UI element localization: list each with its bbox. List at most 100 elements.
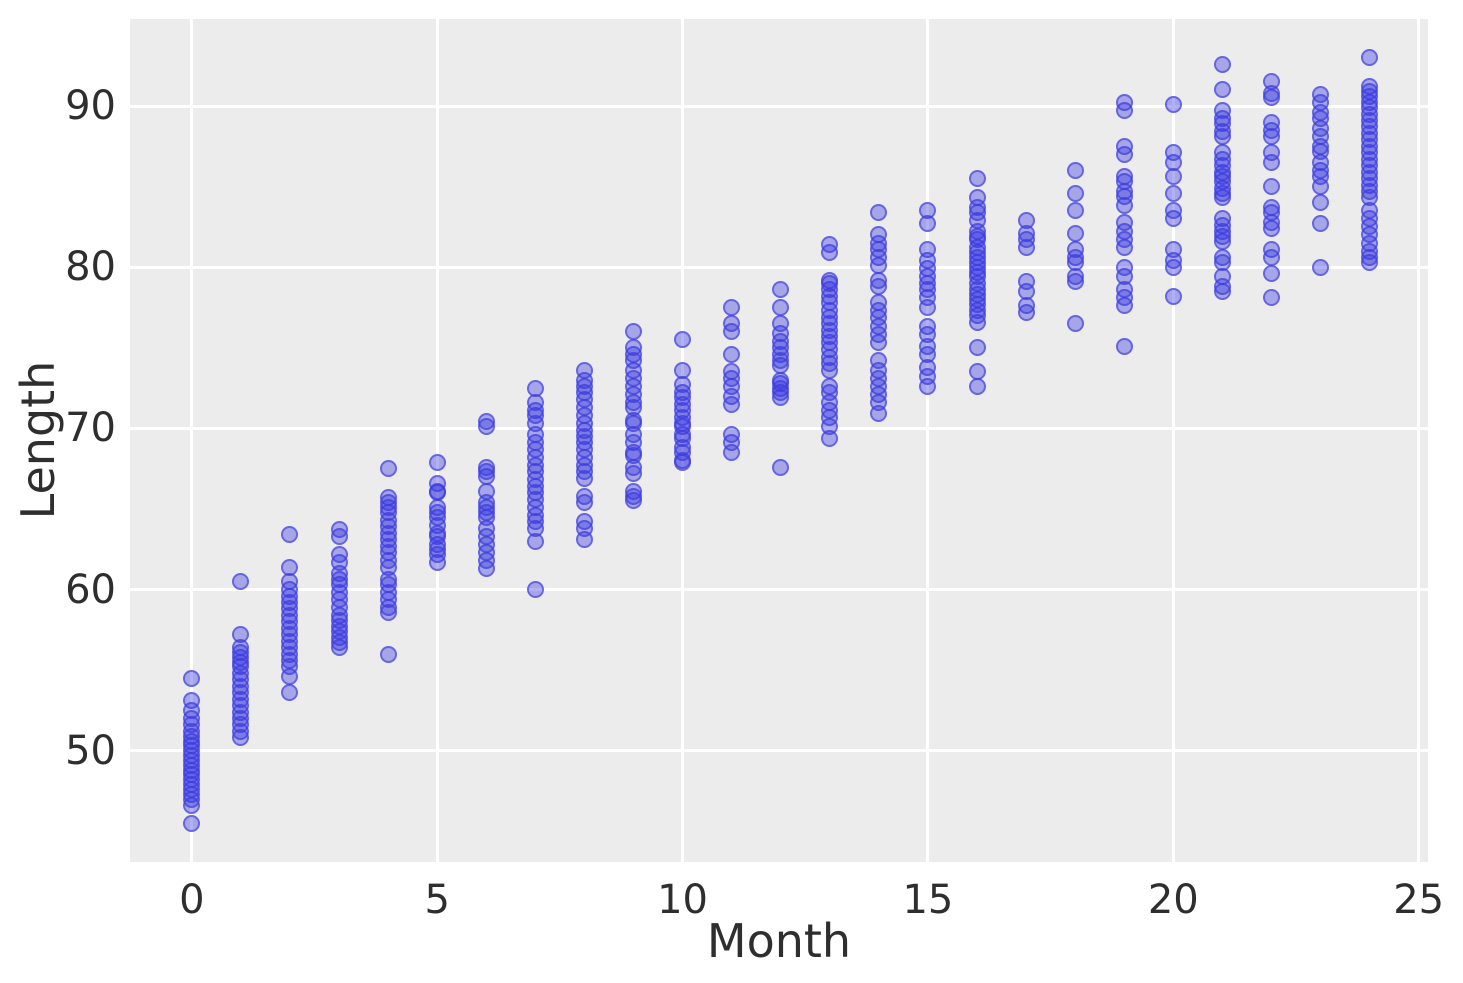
data-point: [1213, 55, 1231, 73]
data-point: [183, 814, 201, 832]
data-point: [624, 323, 642, 341]
data-point: [1262, 289, 1280, 307]
data-point: [772, 299, 790, 317]
data-point: [330, 521, 348, 539]
data-point: [870, 294, 888, 312]
x-gridline: [190, 19, 194, 862]
data-point: [1164, 95, 1182, 113]
data-point: [1213, 81, 1231, 99]
data-point: [772, 458, 790, 476]
x-gridline: [435, 19, 439, 862]
data-point: [575, 361, 593, 379]
y-gridline: [130, 749, 1428, 753]
data-point: [968, 363, 986, 381]
data-point: [1164, 287, 1182, 305]
y-tick-label: 70: [65, 405, 116, 452]
data-point: [1066, 224, 1084, 242]
data-point: [281, 684, 299, 702]
data-point: [232, 626, 250, 644]
data-point: [723, 299, 741, 317]
data-point: [1262, 73, 1280, 91]
data-point: [1262, 144, 1280, 162]
data-point: [870, 226, 888, 244]
data-point: [821, 378, 839, 395]
data-point: [281, 526, 299, 544]
x-tick-label: 5: [424, 877, 450, 923]
data-point: [723, 315, 741, 333]
data-point: [723, 345, 741, 363]
x-tick-label: 15: [902, 877, 954, 923]
data-point: [772, 371, 790, 389]
data-point: [330, 545, 348, 563]
data-point: [232, 573, 250, 591]
data-point: [1164, 168, 1182, 186]
data-point: [1115, 258, 1133, 276]
data-point: [723, 363, 741, 381]
y-tick-label: 50: [65, 727, 116, 774]
data-point: [1213, 144, 1231, 162]
data-point: [821, 236, 839, 254]
data-point: [1066, 184, 1084, 202]
data-point: [1164, 144, 1182, 162]
data-point: [379, 460, 397, 478]
data-point: [477, 413, 495, 431]
data-point: [919, 240, 937, 258]
data-point: [1213, 102, 1231, 120]
y-gridline: [130, 265, 1428, 269]
plot-area: [130, 19, 1428, 862]
data-point: [723, 426, 741, 444]
data-point: [968, 378, 986, 395]
data-point: [183, 669, 201, 687]
data-point: [1262, 199, 1280, 217]
y-axis-label: Length: [11, 360, 65, 520]
data-point: [1017, 273, 1035, 291]
data-point: [575, 513, 593, 531]
y-gridline: [130, 588, 1428, 592]
data-point: [1312, 258, 1330, 276]
y-gridline: [130, 104, 1428, 108]
data-point: [1017, 211, 1035, 229]
data-point: [1115, 137, 1133, 155]
data-point: [477, 458, 495, 476]
data-point: [379, 645, 397, 663]
data-point: [1164, 202, 1182, 220]
data-point: [1066, 202, 1084, 220]
x-gridline: [1417, 19, 1421, 862]
data-point: [1213, 210, 1231, 228]
data-point: [624, 339, 642, 357]
data-point: [1312, 86, 1330, 104]
data-point: [379, 489, 397, 507]
data-point: [1361, 78, 1379, 96]
data-point: [624, 482, 642, 500]
data-point: [428, 453, 446, 471]
data-point: [1262, 240, 1280, 258]
x-axis-label: Month: [706, 914, 852, 968]
data-point: [772, 281, 790, 299]
data-point: [477, 482, 495, 500]
y-tick-label: 60: [65, 566, 116, 613]
data-point: [1115, 94, 1133, 112]
data-point: [1115, 337, 1133, 355]
data-point: [870, 352, 888, 370]
data-point: [1164, 240, 1182, 258]
x-tick-label: 10: [657, 877, 709, 923]
data-point: [281, 558, 299, 576]
data-point: [1262, 178, 1280, 196]
data-point: [870, 271, 888, 289]
data-point: [1262, 113, 1280, 131]
data-point: [821, 271, 839, 289]
data-point: [1115, 168, 1133, 186]
data-point: [1312, 215, 1330, 233]
data-point: [1312, 194, 1330, 212]
data-point: [526, 581, 544, 599]
data-point: [526, 394, 544, 412]
data-point: [1262, 265, 1280, 283]
y-tick-label: 90: [65, 83, 116, 130]
data-point: [1066, 240, 1084, 258]
data-point: [526, 379, 544, 397]
data-point: [968, 170, 986, 188]
y-gridline: [130, 426, 1428, 430]
data-point: [1361, 49, 1379, 67]
data-point: [674, 331, 692, 349]
